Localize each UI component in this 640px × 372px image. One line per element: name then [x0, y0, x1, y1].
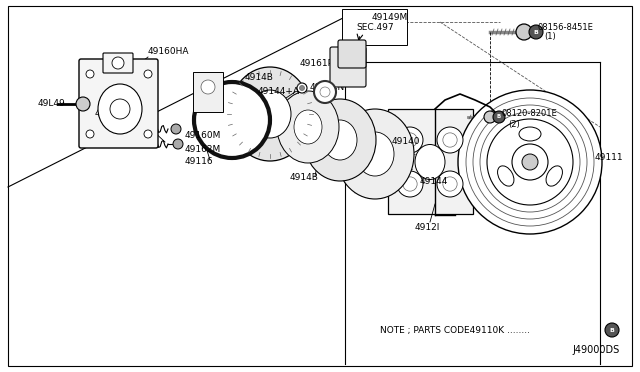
Circle shape: [86, 70, 94, 78]
FancyBboxPatch shape: [338, 40, 366, 68]
Circle shape: [403, 177, 417, 191]
Text: 4914B: 4914B: [245, 73, 274, 81]
Text: 49162N: 49162N: [310, 83, 345, 93]
Circle shape: [300, 86, 305, 90]
Circle shape: [493, 111, 505, 123]
Text: J49000DS: J49000DS: [573, 345, 620, 355]
Circle shape: [466, 98, 594, 226]
Circle shape: [443, 177, 457, 191]
Circle shape: [86, 130, 94, 138]
Text: (2): (2): [508, 119, 520, 128]
Text: 49116: 49116: [185, 157, 214, 167]
Text: 49L49: 49L49: [38, 99, 66, 109]
Circle shape: [487, 119, 573, 205]
Text: NOTE ; PARTS CODE49110K ........: NOTE ; PARTS CODE49110K ........: [380, 326, 530, 334]
Circle shape: [320, 87, 330, 97]
Circle shape: [76, 97, 90, 111]
Circle shape: [112, 57, 124, 69]
Text: 49149M: 49149M: [372, 13, 408, 22]
Text: 49140: 49140: [392, 138, 420, 147]
Circle shape: [144, 130, 152, 138]
Ellipse shape: [277, 91, 339, 163]
Ellipse shape: [415, 144, 445, 180]
Ellipse shape: [336, 109, 414, 199]
Text: 08156-8451E: 08156-8451E: [538, 22, 594, 32]
Ellipse shape: [249, 90, 291, 138]
Circle shape: [314, 81, 336, 103]
Text: 49144+A: 49144+A: [258, 87, 300, 96]
Text: 49110: 49110: [95, 109, 124, 119]
Circle shape: [297, 83, 307, 93]
Ellipse shape: [98, 84, 142, 134]
Ellipse shape: [519, 127, 541, 141]
Circle shape: [484, 111, 496, 123]
Circle shape: [529, 25, 543, 39]
Text: 49161P: 49161P: [300, 60, 334, 68]
Circle shape: [443, 133, 457, 147]
Text: B: B: [534, 29, 538, 35]
Circle shape: [173, 139, 183, 149]
Circle shape: [473, 105, 587, 219]
Circle shape: [522, 154, 538, 170]
Text: B: B: [497, 115, 501, 119]
Circle shape: [437, 171, 463, 197]
FancyBboxPatch shape: [103, 53, 133, 73]
Circle shape: [512, 144, 548, 180]
Text: 49160HA: 49160HA: [148, 48, 189, 57]
Circle shape: [480, 112, 580, 212]
Circle shape: [194, 82, 270, 158]
Bar: [193, 72, 223, 112]
Circle shape: [458, 90, 602, 234]
Ellipse shape: [294, 110, 322, 144]
Ellipse shape: [546, 166, 563, 186]
Circle shape: [516, 24, 532, 40]
FancyBboxPatch shape: [330, 47, 366, 87]
Text: 08120-8201E: 08120-8201E: [502, 109, 557, 119]
Text: SEC.497: SEC.497: [356, 22, 394, 32]
Text: (1): (1): [544, 32, 556, 42]
Ellipse shape: [497, 166, 514, 186]
Text: 49144: 49144: [420, 177, 449, 186]
Circle shape: [605, 323, 619, 337]
Text: 49111: 49111: [595, 153, 623, 161]
Text: 4912I: 4912I: [415, 222, 440, 231]
Circle shape: [437, 127, 463, 153]
Ellipse shape: [356, 132, 394, 176]
Ellipse shape: [323, 120, 357, 160]
Circle shape: [397, 127, 423, 153]
Circle shape: [144, 70, 152, 78]
Circle shape: [403, 133, 417, 147]
Circle shape: [397, 171, 423, 197]
Text: 49162M: 49162M: [185, 145, 221, 154]
Circle shape: [201, 80, 215, 94]
Bar: [388, 109, 473, 214]
Circle shape: [110, 99, 130, 119]
Text: B: B: [609, 327, 614, 333]
Text: 4914B: 4914B: [290, 173, 319, 183]
Ellipse shape: [229, 67, 311, 161]
Text: 49160M: 49160M: [185, 131, 221, 140]
Circle shape: [171, 124, 181, 134]
FancyBboxPatch shape: [79, 59, 158, 148]
Ellipse shape: [304, 99, 376, 181]
